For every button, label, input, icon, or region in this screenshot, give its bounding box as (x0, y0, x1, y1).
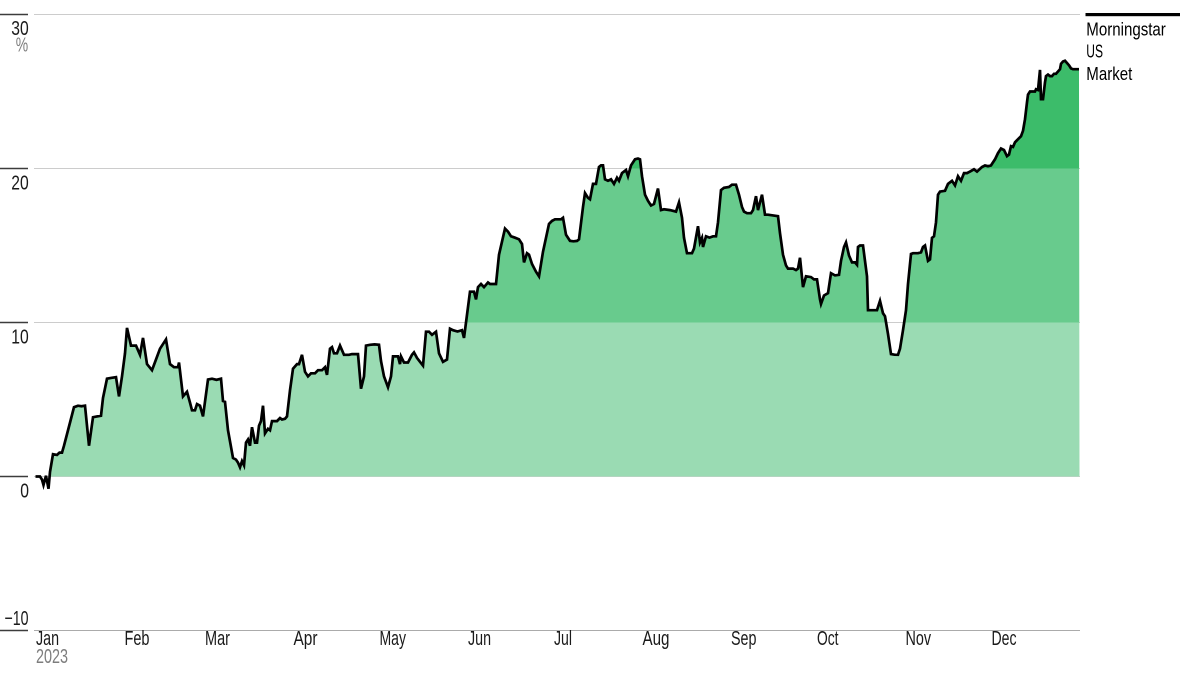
svg-text:Jul: Jul (554, 628, 572, 650)
svg-text:Jan: Jan (36, 628, 59, 650)
svg-text:Mar: Mar (205, 628, 230, 650)
svg-text:10: 10 (11, 327, 28, 349)
svg-text:Feb: Feb (125, 628, 150, 650)
svg-text:%: % (16, 35, 28, 57)
svg-text:US: US (1086, 41, 1103, 62)
svg-text:May: May (380, 628, 407, 650)
svg-text:Dec: Dec (992, 628, 1017, 650)
svg-text:Sep: Sep (731, 628, 757, 650)
svg-text:Morningstar: Morningstar (1086, 19, 1166, 40)
svg-text:2023: 2023 (36, 646, 68, 668)
svg-text:30: 30 (11, 18, 28, 40)
svg-text:Aug: Aug (643, 628, 670, 650)
svg-text:Nov: Nov (906, 628, 932, 650)
svg-text:Jun: Jun (468, 628, 491, 650)
svg-text:Oct: Oct (817, 628, 839, 650)
svg-text:20: 20 (11, 173, 28, 195)
svg-text:Apr: Apr (294, 628, 318, 650)
svg-text:Market: Market (1086, 63, 1133, 84)
svg-text:0: 0 (20, 481, 29, 503)
svg-text:−10: −10 (5, 608, 29, 630)
